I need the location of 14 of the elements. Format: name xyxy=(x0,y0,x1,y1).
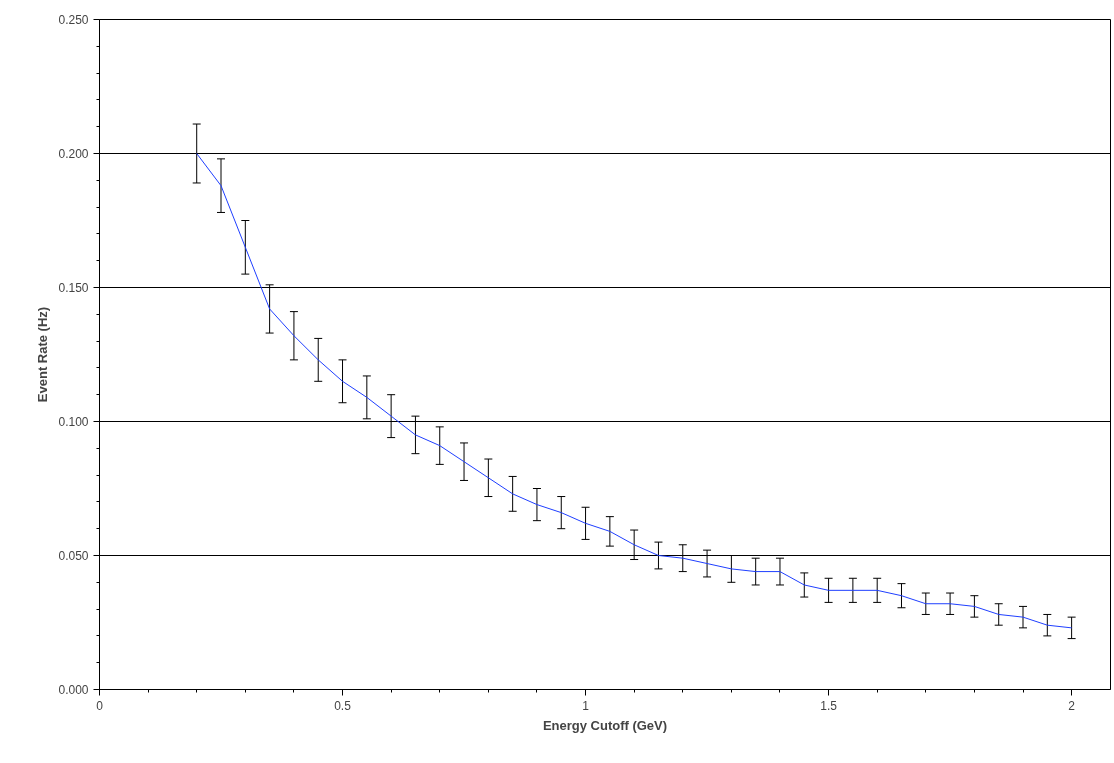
y-tick-label: 0.250 xyxy=(58,13,89,27)
y-tick-label: 0.200 xyxy=(58,147,89,161)
y-tick-label: 0.050 xyxy=(58,549,89,563)
y-tick-label: 0.100 xyxy=(58,415,89,429)
x-axis-title: Energy Cutoff (GeV) xyxy=(542,717,668,733)
line-series xyxy=(196,153,1073,629)
x-tick-label: 1 xyxy=(582,698,590,713)
x-tick-label: 0.5 xyxy=(334,698,352,713)
y-tick-label: 0.000 xyxy=(58,683,89,697)
x-tick-label: 1.5 xyxy=(820,698,838,713)
y-tick-label: 0.150 xyxy=(58,281,89,295)
x-tick-label: 2 xyxy=(1068,698,1076,713)
x-tick-label: 0 xyxy=(96,698,104,713)
y-axis-title: Event Rate (Hz) xyxy=(35,306,51,403)
